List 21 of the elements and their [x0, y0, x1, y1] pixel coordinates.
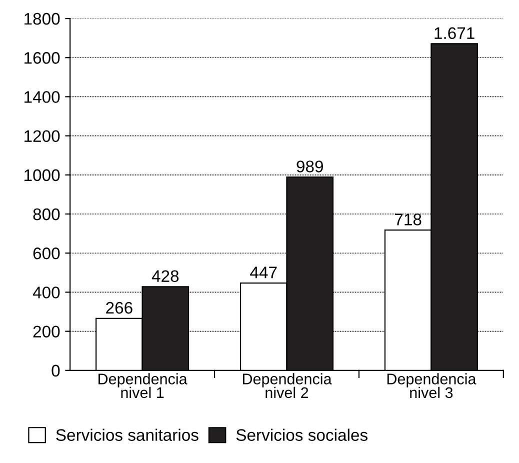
x-tick-label: Dependencia nivel 3 [387, 373, 476, 398]
y-tick-label: 1000 [24, 169, 60, 182]
data-label: 447 [250, 266, 277, 278]
data-label: 718 [395, 214, 422, 226]
data-label: 1.671 [434, 27, 474, 40]
x-tick-label: Dependencia nivel 2 [242, 373, 332, 398]
legend-label: Servicios sanitarios [56, 428, 198, 441]
x-tick-label: Dependencia nivel 1 [98, 373, 188, 398]
y-tick-label: 1200 [24, 130, 60, 142]
y-tick-label: 1400 [24, 91, 60, 103]
y-tick-label: 1600 [24, 52, 60, 64]
data-label: 989 [296, 160, 323, 172]
y-tick-label: 1800 [24, 12, 60, 25]
y-tick-label: 200 [33, 326, 60, 338]
legend-label: Servicios sociales [236, 428, 368, 441]
y-tick-label: 800 [33, 208, 60, 220]
data-label: 428 [152, 270, 179, 282]
y-tick-label: 600 [33, 248, 60, 260]
data-label: 266 [106, 302, 132, 314]
y-tick-label: 0 [52, 364, 60, 377]
y-tick-label: 400 [32, 286, 60, 298]
